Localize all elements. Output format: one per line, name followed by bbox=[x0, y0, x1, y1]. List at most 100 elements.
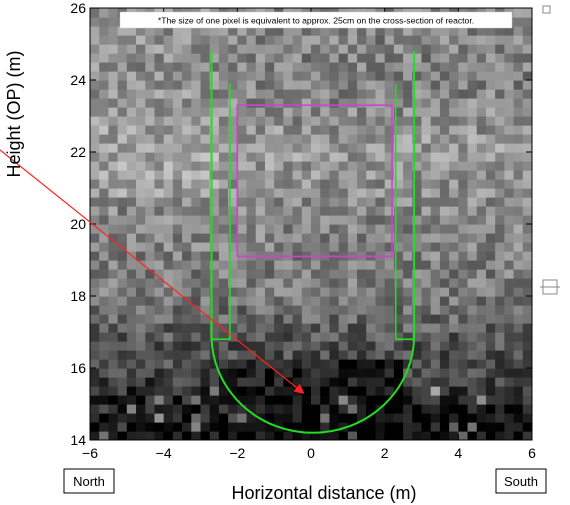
heatmap-cell bbox=[127, 35, 137, 45]
heatmap-cell bbox=[247, 332, 257, 342]
heatmap-cell bbox=[99, 188, 109, 198]
heatmap-cell bbox=[403, 170, 413, 180]
heatmap-cell bbox=[403, 125, 413, 135]
heatmap-cell bbox=[219, 44, 229, 54]
heatmap-cell bbox=[385, 350, 395, 360]
heatmap-cell bbox=[514, 395, 524, 405]
heatmap-cell bbox=[201, 152, 211, 162]
heatmap-cell bbox=[394, 341, 404, 351]
heatmap-cell bbox=[90, 134, 100, 144]
heatmap-cell bbox=[173, 377, 183, 387]
heatmap-cell bbox=[403, 404, 413, 414]
heatmap-cell bbox=[173, 53, 183, 63]
heatmap-cell bbox=[136, 179, 146, 189]
heatmap-cell bbox=[495, 233, 505, 243]
heatmap-cell bbox=[385, 53, 395, 63]
heatmap-cell bbox=[99, 242, 109, 252]
heatmap-cell bbox=[422, 260, 432, 270]
heatmap-cell bbox=[154, 107, 164, 117]
heatmap-cell bbox=[422, 206, 432, 216]
heatmap-cell bbox=[504, 161, 514, 171]
heatmap-cell bbox=[265, 116, 275, 126]
heatmap-cell bbox=[431, 305, 441, 315]
heatmap-cell bbox=[283, 368, 293, 378]
heatmap-cell bbox=[339, 35, 349, 45]
heatmap-cell bbox=[210, 422, 220, 432]
heatmap-cell bbox=[265, 377, 275, 387]
heatmap-cell bbox=[118, 413, 128, 423]
heatmap-cell bbox=[90, 89, 100, 99]
heatmap-cell bbox=[154, 62, 164, 72]
heatmap-cell bbox=[422, 215, 432, 225]
heatmap-cell bbox=[136, 224, 146, 234]
heatmap-cell bbox=[293, 224, 303, 234]
heatmap-cell bbox=[339, 197, 349, 207]
heatmap-cell bbox=[329, 89, 339, 99]
heatmap-cell bbox=[440, 206, 450, 216]
heatmap-cell bbox=[320, 332, 330, 342]
heatmap-cell bbox=[247, 170, 257, 180]
heatmap-cell bbox=[164, 233, 174, 243]
heatmap-cell bbox=[514, 260, 524, 270]
heatmap-cell bbox=[136, 215, 146, 225]
heatmap-cell bbox=[385, 116, 395, 126]
heatmap-cell bbox=[99, 269, 109, 279]
heatmap-cell bbox=[412, 368, 422, 378]
heatmap-cell bbox=[458, 62, 468, 72]
heatmap-cell bbox=[247, 89, 257, 99]
heatmap-cell bbox=[311, 62, 321, 72]
heatmap-cell bbox=[118, 260, 128, 270]
heatmap-cell bbox=[320, 287, 330, 297]
heatmap-cell bbox=[495, 296, 505, 306]
heatmap-cell bbox=[495, 287, 505, 297]
heatmap-cell bbox=[357, 35, 367, 45]
heatmap-cell bbox=[173, 179, 183, 189]
heatmap-cell bbox=[449, 359, 459, 369]
heatmap-cell bbox=[127, 332, 137, 342]
heatmap-cell bbox=[182, 386, 192, 396]
heatmap-cell bbox=[477, 431, 487, 441]
heatmap-cell bbox=[154, 224, 164, 234]
heatmap-cell bbox=[191, 251, 201, 261]
heatmap-cell bbox=[366, 44, 376, 54]
heatmap-cell bbox=[449, 107, 459, 117]
heatmap-cell bbox=[219, 134, 229, 144]
heatmap-cell bbox=[154, 233, 164, 243]
heatmap-cell bbox=[468, 71, 478, 81]
heatmap-cell bbox=[320, 71, 330, 81]
heatmap-cell bbox=[339, 242, 349, 252]
heatmap-cell bbox=[265, 71, 275, 81]
south-label-box: South bbox=[496, 469, 546, 493]
heatmap-cell bbox=[90, 251, 100, 261]
heatmap-cell bbox=[329, 62, 339, 72]
heatmap-cell bbox=[449, 323, 459, 333]
heatmap-cell bbox=[256, 62, 266, 72]
heatmap-cell bbox=[477, 80, 487, 90]
heatmap-cell bbox=[302, 53, 312, 63]
heatmap-cell bbox=[431, 431, 441, 441]
heatmap-cell bbox=[495, 422, 505, 432]
heatmap-cell bbox=[256, 359, 266, 369]
heatmap-cell bbox=[458, 332, 468, 342]
heatmap-cell bbox=[136, 359, 146, 369]
heatmap-cell bbox=[468, 242, 478, 252]
heatmap-cell bbox=[486, 305, 496, 315]
heatmap-cell bbox=[403, 323, 413, 333]
heatmap-cell bbox=[247, 98, 257, 108]
heatmap-cell bbox=[394, 44, 404, 54]
heatmap-cell bbox=[394, 368, 404, 378]
heatmap-cell bbox=[173, 269, 183, 279]
heatmap-cell bbox=[154, 287, 164, 297]
heatmap-cell bbox=[486, 89, 496, 99]
heatmap-cell bbox=[182, 35, 192, 45]
heatmap-cell bbox=[366, 233, 376, 243]
heatmap-cell bbox=[256, 233, 266, 243]
heatmap-cell bbox=[468, 89, 478, 99]
heatmap-cell bbox=[486, 422, 496, 432]
heatmap-cell bbox=[431, 404, 441, 414]
heatmap-cell bbox=[504, 116, 514, 126]
heatmap-cell bbox=[329, 125, 339, 135]
heatmap-cell bbox=[256, 314, 266, 324]
heatmap-cell bbox=[486, 386, 496, 396]
heatmap-cell bbox=[99, 224, 109, 234]
